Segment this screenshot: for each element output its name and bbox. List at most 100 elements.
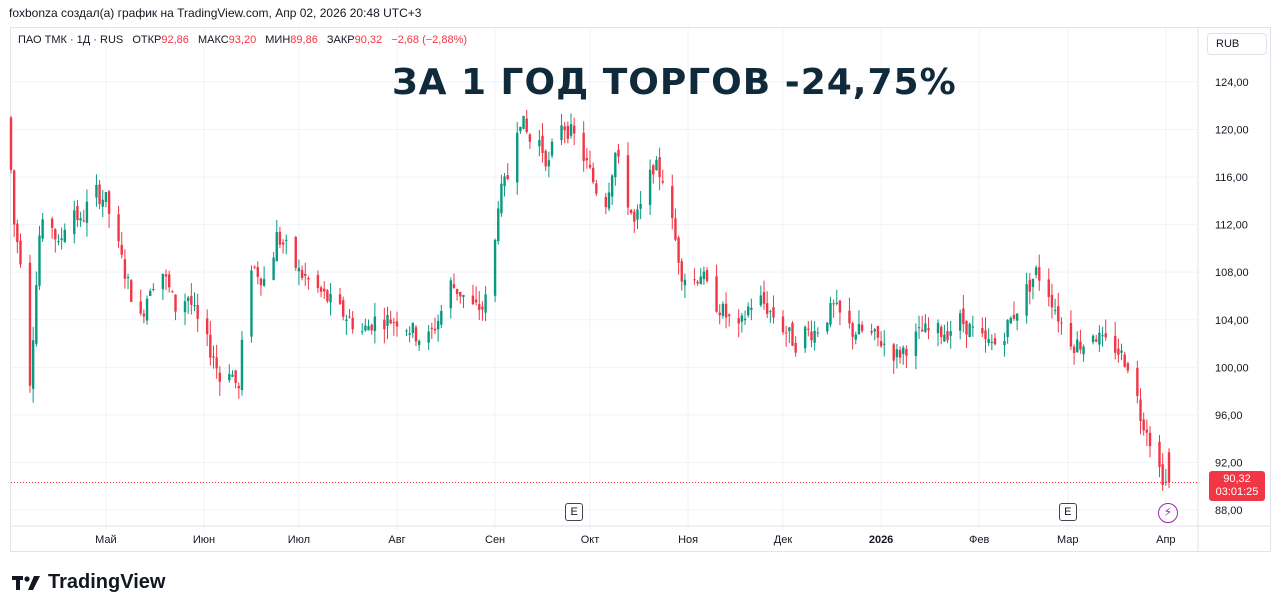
candle-body	[1057, 306, 1060, 322]
y-tick-label: 120,00	[1215, 124, 1249, 136]
candle-body	[585, 157, 589, 161]
candle-body	[968, 323, 971, 338]
change-value: −2,68 (−2,88%)	[391, 34, 468, 46]
candle-body	[569, 124, 573, 136]
candle-body	[186, 297, 190, 302]
candle-body	[493, 239, 497, 296]
candle-body	[481, 306, 484, 310]
candle-body	[63, 229, 66, 242]
candle-body	[183, 301, 187, 313]
candle-body	[810, 331, 813, 341]
candle-body	[1158, 441, 1161, 467]
candle-body	[648, 169, 652, 205]
candle-body	[566, 125, 570, 139]
symbol-name[interactable]: ПАО ТМК · 1Д · RUS	[18, 34, 124, 46]
candle-body	[433, 328, 437, 331]
candle-body	[765, 303, 769, 314]
x-tick-label: Апр	[1156, 534, 1175, 546]
candle-body	[190, 295, 193, 305]
y-tick-label: 88,00	[1215, 505, 1243, 517]
symbol-legend: ПАО ТМК · 1Д · RUS ОТКР92,86 МАКС93,20 М…	[18, 34, 467, 46]
lightning-icon[interactable]: ⚡	[1158, 503, 1178, 523]
candle-body	[1076, 339, 1079, 353]
tradingview-logo[interactable]: TradingView	[12, 571, 165, 594]
candle-body	[715, 276, 718, 312]
high-label: МАКС	[197, 34, 229, 46]
candle-body	[152, 288, 155, 290]
candle-body	[1047, 279, 1050, 298]
candle-body	[762, 292, 766, 304]
candle-body	[307, 277, 310, 280]
candle-body	[272, 257, 275, 280]
candle-body	[851, 323, 854, 337]
candle-body	[462, 295, 465, 297]
candle-body	[149, 290, 152, 296]
candle-body	[835, 302, 838, 304]
y-tick-label: 96,00	[1215, 410, 1243, 422]
candle-body	[816, 332, 820, 334]
candle-body	[563, 126, 566, 131]
earnings-event-marker[interactable]: E	[1058, 503, 1077, 521]
candle-body	[737, 318, 740, 324]
price-chart[interactable]: 88,00 92,00 96,00 100,00 104,00 108,00 112,00 1…	[0, 0, 1281, 560]
x-tick-label: Окт	[581, 534, 600, 546]
candle-body	[452, 284, 456, 288]
overlay-title: ЗА 1 ГОД ТОРГОВ -24,75%	[392, 62, 957, 103]
candle-body	[174, 294, 177, 312]
candle-body	[636, 209, 639, 220]
candle-body	[345, 319, 348, 322]
candle-body	[984, 330, 987, 340]
earnings-event-marker[interactable]: E	[565, 503, 584, 521]
candle-body	[826, 322, 829, 332]
candle-body	[607, 192, 611, 209]
candle-body	[54, 229, 57, 240]
candle-body	[348, 316, 351, 318]
candle-body	[892, 344, 895, 361]
open-label: ОТКР	[132, 34, 162, 46]
candle-body	[474, 299, 478, 303]
candle-body	[943, 334, 946, 342]
x-tick-label: Сен	[485, 534, 505, 546]
candle-body	[285, 239, 288, 241]
candle-body	[370, 324, 373, 331]
candle-body	[259, 278, 263, 286]
low-value: 89,86	[290, 34, 318, 46]
candle-body	[516, 132, 519, 183]
candle-body	[16, 223, 19, 243]
low-label: МИН	[265, 34, 291, 46]
candle-body	[588, 164, 592, 168]
candle-body	[19, 240, 22, 265]
candle-body	[1139, 399, 1142, 422]
candle-body	[1161, 464, 1164, 486]
candle-body	[212, 356, 215, 358]
candle-body	[652, 165, 655, 175]
candle-body	[389, 319, 392, 324]
candle-body	[405, 330, 408, 332]
candle-body	[139, 301, 142, 314]
currency-button[interactable]: RUB	[1207, 33, 1267, 55]
x-tick-label: Май	[95, 534, 117, 546]
candle-body	[85, 201, 89, 223]
chart-frame[interactable]	[10, 27, 1271, 552]
candle-body	[854, 334, 857, 340]
candle-body	[1015, 313, 1019, 321]
candle-body	[655, 159, 658, 170]
candle-body	[503, 176, 506, 187]
candle-body	[1145, 429, 1149, 433]
y-tick-label: 124,00	[1215, 77, 1249, 89]
candle-body	[1034, 267, 1038, 275]
candle-body	[304, 273, 307, 276]
candle-body	[231, 374, 234, 377]
candle-body	[130, 280, 133, 302]
y-tick-label: 92,00	[1215, 458, 1243, 470]
candle-body	[209, 334, 212, 358]
x-tick-label: 2026	[869, 534, 893, 546]
candle-body	[1164, 481, 1168, 483]
candle-body	[50, 218, 54, 228]
candle-body	[794, 342, 797, 353]
candle-body	[829, 303, 832, 325]
candle-body	[95, 184, 98, 198]
candle-body	[278, 231, 282, 245]
candle-body	[218, 372, 222, 382]
candle-body	[705, 270, 709, 281]
